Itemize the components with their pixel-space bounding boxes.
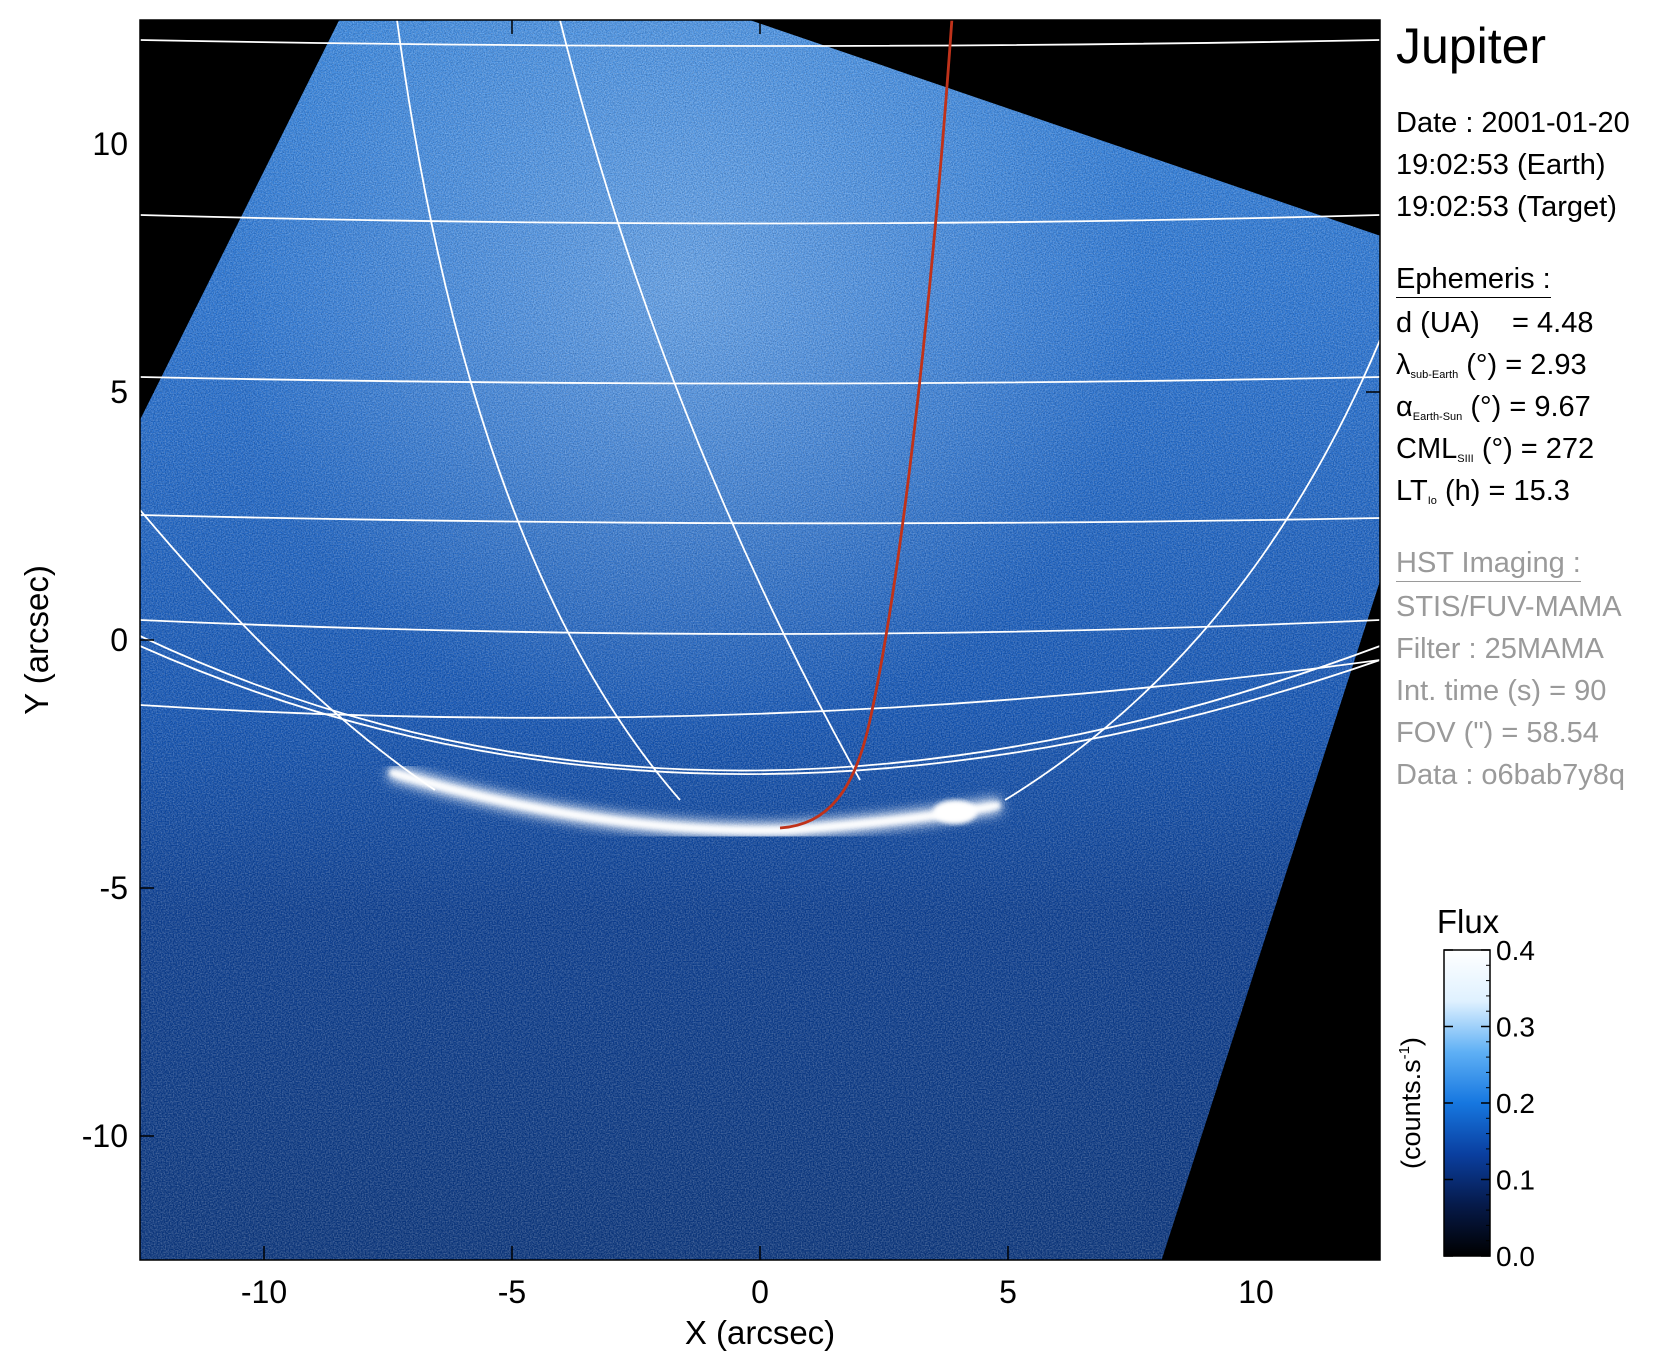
filter: Filter : 25MAMA [1396,633,1604,665]
image-data [140,20,1380,1260]
ephemeris-header: Ephemeris : [1396,258,1551,300]
y-tick-label: 10 [92,126,128,162]
distance-row: d (UA) = 4.48 [1396,307,1594,339]
field-of-view: FOV (") = 58.54 [1396,717,1599,749]
x-tick-label: 5 [999,1274,1017,1310]
sub-earth-row: λsub-Earth (°) = 2.93 [1396,349,1587,381]
date-line: Date : 2001-01-20 [1396,107,1630,139]
longitude-line [559,20,861,781]
longitude-line [396,20,681,801]
time-earth: 19:02:53 (Earth) [1396,149,1606,181]
latitude-line [140,619,1380,635]
integration-time: Int. time (s) = 90 [1396,675,1607,707]
latitude-line [140,645,1380,776]
io-footpath [779,20,954,830]
colorbar-tick-label: 0.1 [1496,1165,1535,1196]
latitude-line [140,39,1380,47]
data-id: Data : o6bab7y8q [1396,759,1625,791]
x-tick-label: -10 [241,1274,287,1310]
y-tick-label: -5 [100,870,128,906]
colorbar-tick-label: 0.4 [1496,935,1535,966]
y-axis-ticks: 10 5 0 -5 -10 [82,126,1380,1154]
time-target: 19:02:53 (Target) [1396,191,1617,223]
y-tick-label: -10 [82,1118,128,1154]
target-name: Jupiter [1396,18,1547,74]
local-time-row: LTIo (h) = 15.3 [1396,475,1570,507]
x-tick-label: 10 [1238,1274,1274,1310]
colorbar-tick-label: 0.2 [1496,1088,1535,1119]
colorbar-ticks: 0.0 0.1 0.2 0.3 0.4 [1444,935,1535,1272]
longitude-line [140,509,436,791]
grid-overlay [140,20,1380,801]
auroral-oval [387,765,1002,838]
colorbar-tick-label: 0.0 [1496,1241,1535,1272]
colorbar: Flux (counts.s-1) 0.0 0.1 0.2 0.3 0.4 [1396,903,1535,1272]
y-axis-label: Y (arcsec) [18,565,55,715]
x-tick-label: 0 [751,1274,769,1310]
imaging-header: HST Imaging : [1396,542,1581,584]
cml-row: CMLSIII (°) = 272 [1396,433,1595,465]
colorbar-unit: (counts.s-1) [1396,1037,1426,1169]
colorbar-tick-label: 0.3 [1496,1012,1535,1043]
instrument: STIS/FUV-MAMA [1396,591,1622,623]
y-tick-label: 0 [110,622,128,658]
longitude-line [1004,339,1380,801]
latitude-line [140,376,1380,385]
y-tick-label: 5 [110,374,128,410]
phase-row: αEarth-Sun (°) = 9.67 [1396,391,1591,423]
x-tick-label: -5 [498,1274,526,1310]
colorbar-title: Flux [1437,903,1500,940]
latitude-line [140,214,1380,225]
latitude-line [140,635,1380,772]
x-axis-label: X (arcsec) [685,1314,835,1351]
x-axis-ticks: -10 -5 0 5 10 [241,20,1274,1310]
latitude-line [140,514,1380,525]
